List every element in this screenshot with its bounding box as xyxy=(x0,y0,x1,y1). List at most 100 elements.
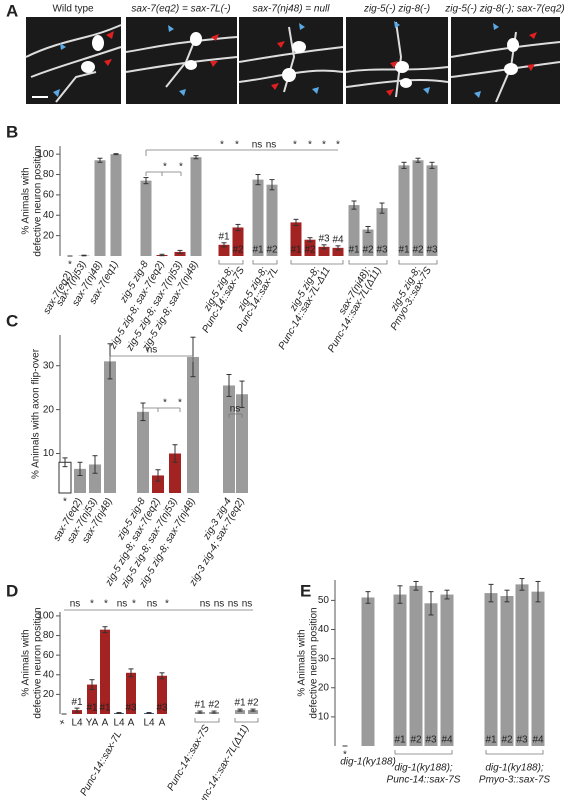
error-bar xyxy=(415,157,421,163)
image-title: sax-7(nj48) = null xyxy=(253,4,331,15)
group-bracket xyxy=(252,260,278,265)
error-bar xyxy=(269,179,275,191)
bar xyxy=(398,165,410,256)
bar-label: #2 xyxy=(247,698,259,709)
bar-label: #2 xyxy=(362,245,374,256)
error-bar xyxy=(255,174,261,186)
error-bar xyxy=(335,245,341,251)
y-axis-label: % Animals with xyxy=(21,167,32,234)
group-bracket xyxy=(290,260,344,265)
error-bar xyxy=(128,668,134,678)
bar-label: #4 xyxy=(441,735,453,746)
significance: * xyxy=(163,398,167,409)
significance: ns xyxy=(252,140,263,151)
error-bar xyxy=(155,469,161,482)
error-bar xyxy=(116,712,122,715)
error-bar xyxy=(89,679,95,690)
panel-label: A xyxy=(6,1,18,20)
significance: ns xyxy=(147,345,158,356)
bar xyxy=(223,385,235,493)
bar-label: #2 xyxy=(412,245,424,256)
bar xyxy=(412,160,424,256)
significance: * xyxy=(90,599,94,610)
error-bar xyxy=(113,153,119,156)
stage-label: L4 xyxy=(71,718,83,729)
error-bar xyxy=(365,591,371,604)
group-label: dig-1(ky188); xyxy=(485,763,544,774)
y-tick-label: 20 xyxy=(318,682,330,693)
micrograph xyxy=(25,17,122,104)
group-label: Punc-14::sax-7S xyxy=(165,723,212,793)
stage-label: L4 xyxy=(143,718,155,729)
group-label: Pmyo-3::sax-7S xyxy=(479,775,550,786)
y-tick-label: 20 xyxy=(43,230,55,241)
error-bar xyxy=(74,707,80,713)
bar xyxy=(304,239,316,256)
bar xyxy=(424,603,438,746)
significance: * xyxy=(178,398,182,409)
error-bar xyxy=(428,591,434,616)
group-label: + xyxy=(56,717,69,728)
micrograph-panels xyxy=(25,17,561,104)
marker: * xyxy=(63,497,67,508)
significance: ns xyxy=(147,599,158,610)
bar-label: #1 xyxy=(290,245,302,256)
bar xyxy=(376,208,388,256)
group-bracket xyxy=(218,260,244,265)
bar-label: #4 xyxy=(532,735,544,746)
error-bar xyxy=(226,374,232,397)
y-tick-label: 20 xyxy=(43,689,55,700)
y-axis-label: % Animals with xyxy=(297,629,308,696)
error-bar xyxy=(62,457,68,468)
bar xyxy=(426,165,438,256)
bar xyxy=(362,229,374,256)
y-axis-label: % Animals with axon flip-over xyxy=(31,348,42,479)
y-tick-label: 10 xyxy=(43,448,55,459)
bar xyxy=(531,591,545,746)
bar-label: #3 xyxy=(318,233,330,244)
y-tick-label: 40 xyxy=(43,210,55,221)
error-bar xyxy=(429,161,435,169)
error-bar xyxy=(519,578,525,591)
bar xyxy=(169,453,181,493)
error-bar xyxy=(379,202,385,214)
significance: * xyxy=(235,140,239,151)
significance: * xyxy=(336,140,340,151)
significance: ns xyxy=(200,599,211,610)
error-bar xyxy=(102,626,108,634)
y-tick-label: 40 xyxy=(318,624,330,635)
error-bar xyxy=(77,461,83,476)
stage-label: YA xyxy=(86,718,99,729)
error-bar xyxy=(250,708,256,712)
y-tick-label: 100 xyxy=(37,149,54,160)
bar xyxy=(74,468,86,493)
bar xyxy=(440,594,454,746)
significance: * xyxy=(293,140,297,151)
bar xyxy=(140,180,152,256)
stage-label: A xyxy=(102,718,109,729)
y-axis-label: % Animals with xyxy=(21,629,32,696)
error-bar xyxy=(321,244,327,250)
y-tick-label: 40 xyxy=(43,669,55,680)
bar-label: #1 xyxy=(234,698,246,709)
y-axis-label: defective neuron position xyxy=(33,145,44,256)
y-axis-label: defective neuron position xyxy=(309,607,320,718)
error-bar xyxy=(221,242,227,248)
bar-label: #2 xyxy=(208,700,220,711)
error-bar xyxy=(159,253,165,257)
bar-label: #3 xyxy=(125,703,137,714)
y-tick-label: 80 xyxy=(43,169,55,180)
marker: * xyxy=(343,750,347,761)
significance: * xyxy=(104,599,108,610)
group-label: Punc-14::sax-7S xyxy=(387,775,461,786)
bar xyxy=(100,629,110,714)
group-bracket xyxy=(348,260,388,265)
significance: * xyxy=(322,140,326,151)
significance: ns xyxy=(242,599,253,610)
bar xyxy=(89,464,101,493)
error-bar xyxy=(235,223,241,232)
error-bar xyxy=(197,710,203,714)
y-tick-label: 50 xyxy=(318,595,330,606)
error-bar xyxy=(293,218,299,226)
group-bracket xyxy=(234,718,259,723)
